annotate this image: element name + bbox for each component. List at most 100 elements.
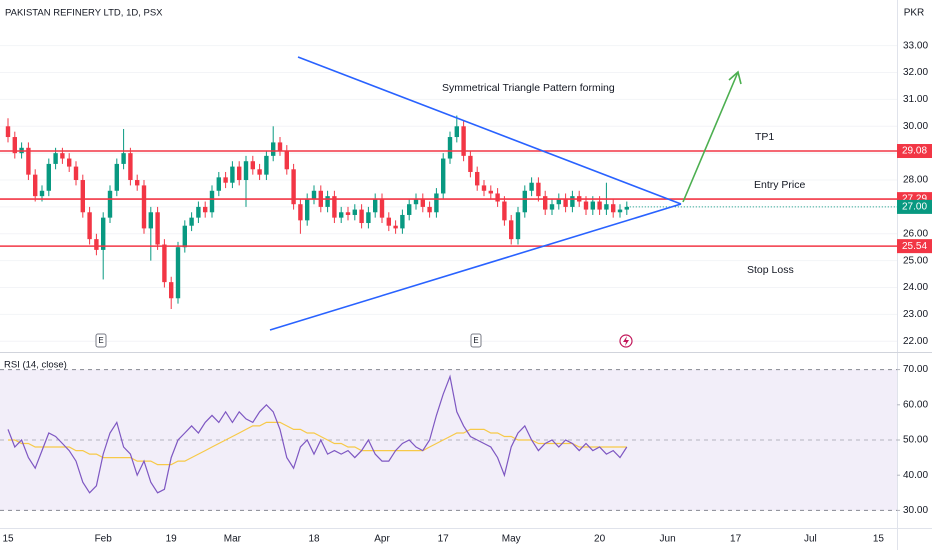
price-tag [897,239,932,254]
candle-body [352,209,357,215]
y-tick-label: 30.00 [903,505,928,516]
x-tick-label: Apr [374,534,390,545]
candle-body [461,126,466,156]
candle-body [148,212,153,229]
triangle-upper-line [297,56,682,205]
candle-body [359,209,364,224]
price-tag-label: 27.00 [902,202,927,213]
candle-body [597,201,602,210]
candle-body [529,182,534,191]
event-icon[interactable] [619,334,633,348]
candle-body [277,142,283,151]
candle-body [386,217,391,226]
candle-body [298,204,303,221]
candle-body [237,166,242,181]
earnings-marker[interactable]: E [470,333,482,348]
candle-body [413,198,419,205]
earnings-marker[interactable]: E [95,333,107,348]
candle-body [128,153,133,181]
rsi-ma-line [8,421,627,466]
indicator-title: RSI (14, close) [4,360,67,371]
x-tick-label: May [502,534,521,545]
candle-body [393,225,398,229]
earnings-box[interactable] [470,333,482,348]
candle-body [5,126,11,138]
candle-body [46,163,51,191]
candle-body [257,169,262,175]
candle-body [454,126,459,138]
x-tick-label: 20 [594,534,606,545]
x-tick-label: Mar [224,534,242,545]
candle-body [543,196,548,210]
candle-body [420,198,425,207]
candle-body [434,193,439,213]
candle-body [366,212,371,224]
candle-body [556,198,561,205]
earnings-label[interactable]: E [473,336,478,345]
y-tick-label: 40.00 [903,470,928,481]
price-tag-label: 25.54 [902,241,927,252]
x-tick-label: Jun [660,534,676,545]
candle-body [624,206,629,210]
pattern-annotation: Symmetrical Triangle Pattern forming [442,82,615,94]
candle-body [332,196,337,218]
price-tag [897,144,932,159]
candle-body [339,212,344,218]
candle-body [536,182,541,197]
price-tag [897,199,932,214]
candle-body [495,193,500,202]
x-tick-label: 15 [873,534,885,545]
candle-body [305,198,310,221]
candle-body [53,153,58,164]
candle-body [230,166,235,183]
candle-body [379,198,385,218]
currency-label: PKR [904,8,925,19]
candle-body [243,161,249,181]
candle-body [216,177,221,191]
level-name: TP1 [755,131,774,143]
x-tick-label: 15 [2,534,14,545]
candle-body [617,209,623,213]
x-tick-label: Feb [95,534,113,545]
earnings-box[interactable] [95,333,107,348]
level-name: Entry Price [754,179,806,191]
candle-body [345,212,351,215]
x-tick-label: Jul [804,534,817,545]
triangle-lower-line [269,203,682,331]
event-bolt[interactable] [623,336,629,346]
target-arrow [682,71,739,203]
x-tick-label: 19 [166,534,178,545]
y-tick-label: 32.00 [903,67,928,78]
y-tick-label: 23.00 [903,309,928,320]
candle-body [114,163,119,191]
price-tag-label: 27.29 [902,194,927,205]
earnings-label[interactable]: E [98,336,103,345]
candle-body [101,217,106,250]
candle-body [502,201,507,221]
y-tick-label: 60.00 [903,399,928,410]
y-tick-label: 31.00 [903,94,928,105]
level-name: Stop Loss [747,264,794,276]
candle-body [400,214,405,229]
candle-body [107,190,113,218]
candle-body [325,196,330,207]
y-tick-label: 30.00 [903,121,928,132]
y-tick-label: 33.00 [903,40,928,51]
candle-body [522,190,527,213]
y-tick-label: 22.00 [903,336,928,347]
candle-body [39,190,45,197]
candle-body [515,212,521,240]
candle-body [175,247,181,299]
target-arrow-head [728,70,742,85]
candle-body [604,204,609,210]
candle-body [611,204,616,213]
y-tick-label: 26.00 [903,228,928,239]
candle-body [80,180,85,213]
y-tick-label: 28.00 [903,175,928,186]
candle-body [570,196,575,207]
candle-body [284,150,289,170]
candle-body [250,161,255,170]
candle-body [271,142,276,156]
y-tick-label: 25.00 [903,255,928,266]
x-tick-label: 18 [308,534,320,545]
